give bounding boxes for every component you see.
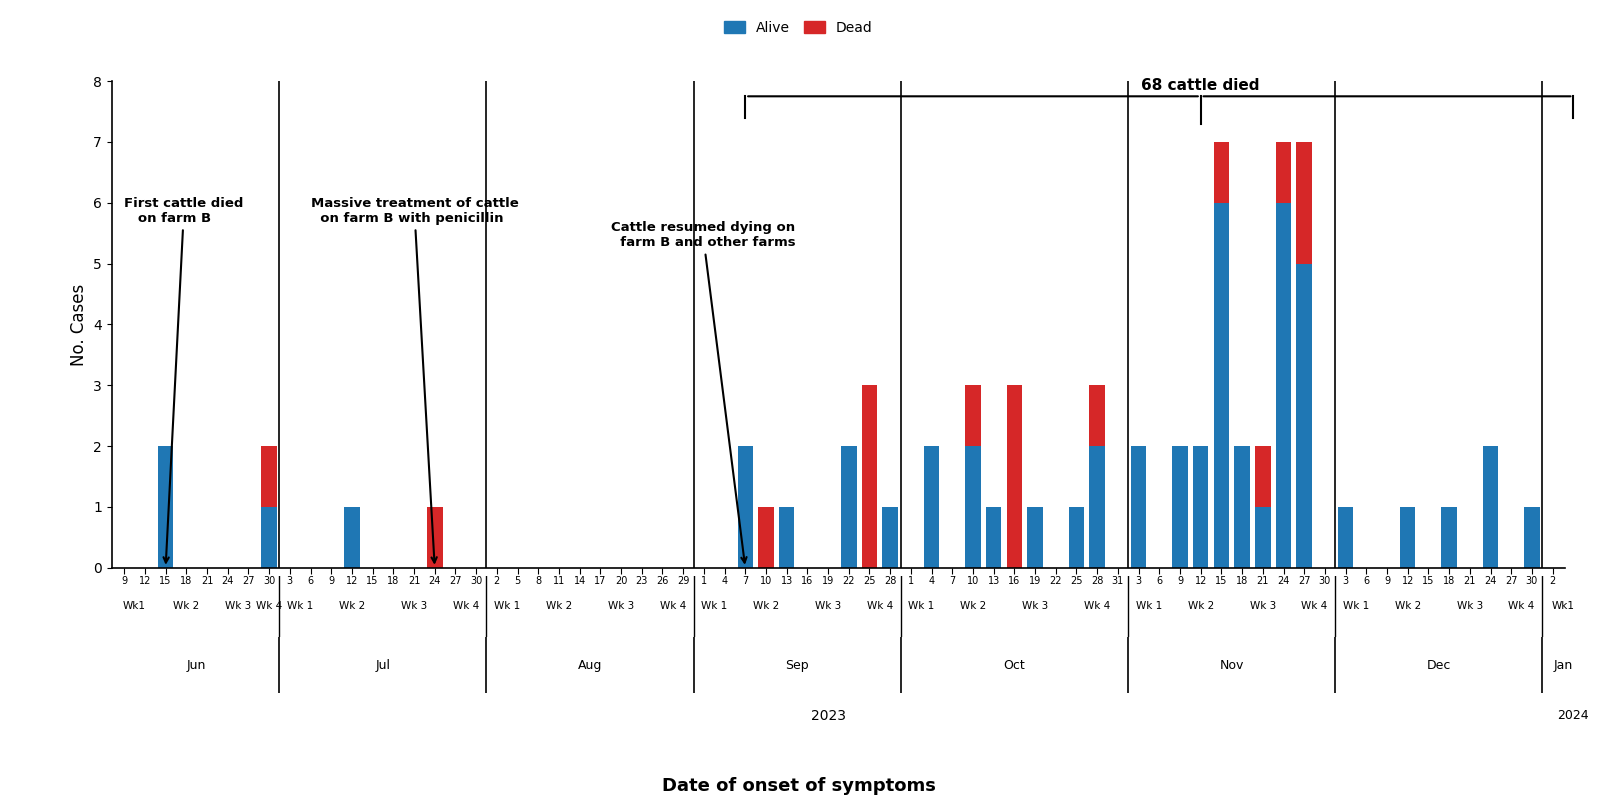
Text: Wk 4: Wk 4 xyxy=(1302,601,1327,611)
Text: Wk1: Wk1 xyxy=(123,601,145,611)
Bar xyxy=(1089,385,1105,446)
Bar xyxy=(862,385,877,568)
Text: Wk 4: Wk 4 xyxy=(660,601,687,611)
Text: Nov: Nov xyxy=(1220,659,1244,672)
Text: Wk 2: Wk 2 xyxy=(1394,601,1421,611)
Text: Wk 2: Wk 2 xyxy=(172,601,200,611)
Text: Wk 2: Wk 2 xyxy=(1188,601,1214,611)
Bar xyxy=(842,446,856,568)
Bar xyxy=(158,446,174,568)
Text: Wk 1: Wk 1 xyxy=(287,601,313,611)
Bar xyxy=(1524,507,1540,568)
Bar xyxy=(426,507,442,568)
Bar xyxy=(1297,142,1313,264)
Bar xyxy=(1442,507,1456,568)
Text: Wk 3: Wk 3 xyxy=(608,601,634,611)
Bar xyxy=(1401,507,1415,568)
Text: Wk 4: Wk 4 xyxy=(1084,601,1110,611)
Bar xyxy=(1297,264,1313,568)
Text: 68 cattle died: 68 cattle died xyxy=(1142,79,1260,93)
Bar xyxy=(923,446,939,568)
Bar xyxy=(262,446,276,507)
Bar xyxy=(738,446,754,568)
Text: Date of onset of symptoms: Date of onset of symptoms xyxy=(661,777,936,795)
Text: Wk 3: Wk 3 xyxy=(225,601,251,611)
Bar xyxy=(1255,507,1271,568)
Text: Wk 4: Wk 4 xyxy=(867,601,893,611)
Legend: Alive, Dead: Alive, Dead xyxy=(719,15,878,41)
Text: Wk 4: Wk 4 xyxy=(452,601,479,611)
Bar xyxy=(1234,446,1250,568)
Bar xyxy=(779,507,794,568)
Bar xyxy=(345,507,359,568)
Text: Jul: Jul xyxy=(375,659,391,672)
Text: Wk 1: Wk 1 xyxy=(1135,601,1163,611)
Text: Sep: Sep xyxy=(786,659,808,672)
Text: Wk 3: Wk 3 xyxy=(814,601,842,611)
Bar xyxy=(1027,507,1043,568)
Bar xyxy=(1214,203,1230,568)
Bar xyxy=(883,507,898,568)
Text: First cattle died
   on farm B: First cattle died on farm B xyxy=(125,197,244,563)
Bar xyxy=(965,446,981,568)
Text: Oct: Oct xyxy=(1003,659,1025,672)
Text: 2024: 2024 xyxy=(1557,709,1589,723)
Text: Wk 1: Wk 1 xyxy=(909,601,934,611)
Text: Dec: Dec xyxy=(1426,659,1452,672)
Text: Wk 2: Wk 2 xyxy=(339,601,366,611)
Text: Jan: Jan xyxy=(1554,659,1573,672)
Bar xyxy=(1193,446,1209,568)
Text: Wk 4: Wk 4 xyxy=(1509,601,1535,611)
Bar xyxy=(1006,385,1022,568)
Bar xyxy=(1255,446,1271,507)
Text: Wk1: Wk1 xyxy=(1552,601,1575,611)
Text: Wk 3: Wk 3 xyxy=(1250,601,1276,611)
Bar xyxy=(262,507,276,568)
Text: Wk 3: Wk 3 xyxy=(1022,601,1048,611)
Bar xyxy=(1482,446,1498,568)
Bar xyxy=(759,507,773,568)
Text: 2023: 2023 xyxy=(811,709,845,723)
Bar xyxy=(1172,446,1188,568)
Bar xyxy=(985,507,1001,568)
Text: Wk 1: Wk 1 xyxy=(701,601,727,611)
Text: Massive treatment of cattle
  on farm B with penicillin: Massive treatment of cattle on farm B wi… xyxy=(310,197,519,563)
Text: Jun: Jun xyxy=(187,659,206,672)
Bar xyxy=(1131,446,1147,568)
Bar xyxy=(1276,203,1292,568)
Bar xyxy=(1214,142,1230,203)
Y-axis label: No. Cases: No. Cases xyxy=(70,283,88,366)
Bar xyxy=(1068,507,1084,568)
Bar xyxy=(1089,446,1105,568)
Text: Wk 1: Wk 1 xyxy=(493,601,521,611)
Text: Wk 3: Wk 3 xyxy=(1456,601,1484,611)
Bar xyxy=(1338,507,1353,568)
Bar xyxy=(965,385,981,446)
Bar xyxy=(1276,142,1292,203)
Text: Wk 3: Wk 3 xyxy=(401,601,426,611)
Text: Cattle resumed dying on
  farm B and other farms: Cattle resumed dying on farm B and other… xyxy=(610,221,795,563)
Text: Wk 4: Wk 4 xyxy=(256,601,283,611)
Text: Wk 2: Wk 2 xyxy=(960,601,985,611)
Text: Aug: Aug xyxy=(578,659,602,672)
Text: Wk 2: Wk 2 xyxy=(752,601,779,611)
Text: Wk 1: Wk 1 xyxy=(1343,601,1369,611)
Text: Wk 2: Wk 2 xyxy=(546,601,572,611)
